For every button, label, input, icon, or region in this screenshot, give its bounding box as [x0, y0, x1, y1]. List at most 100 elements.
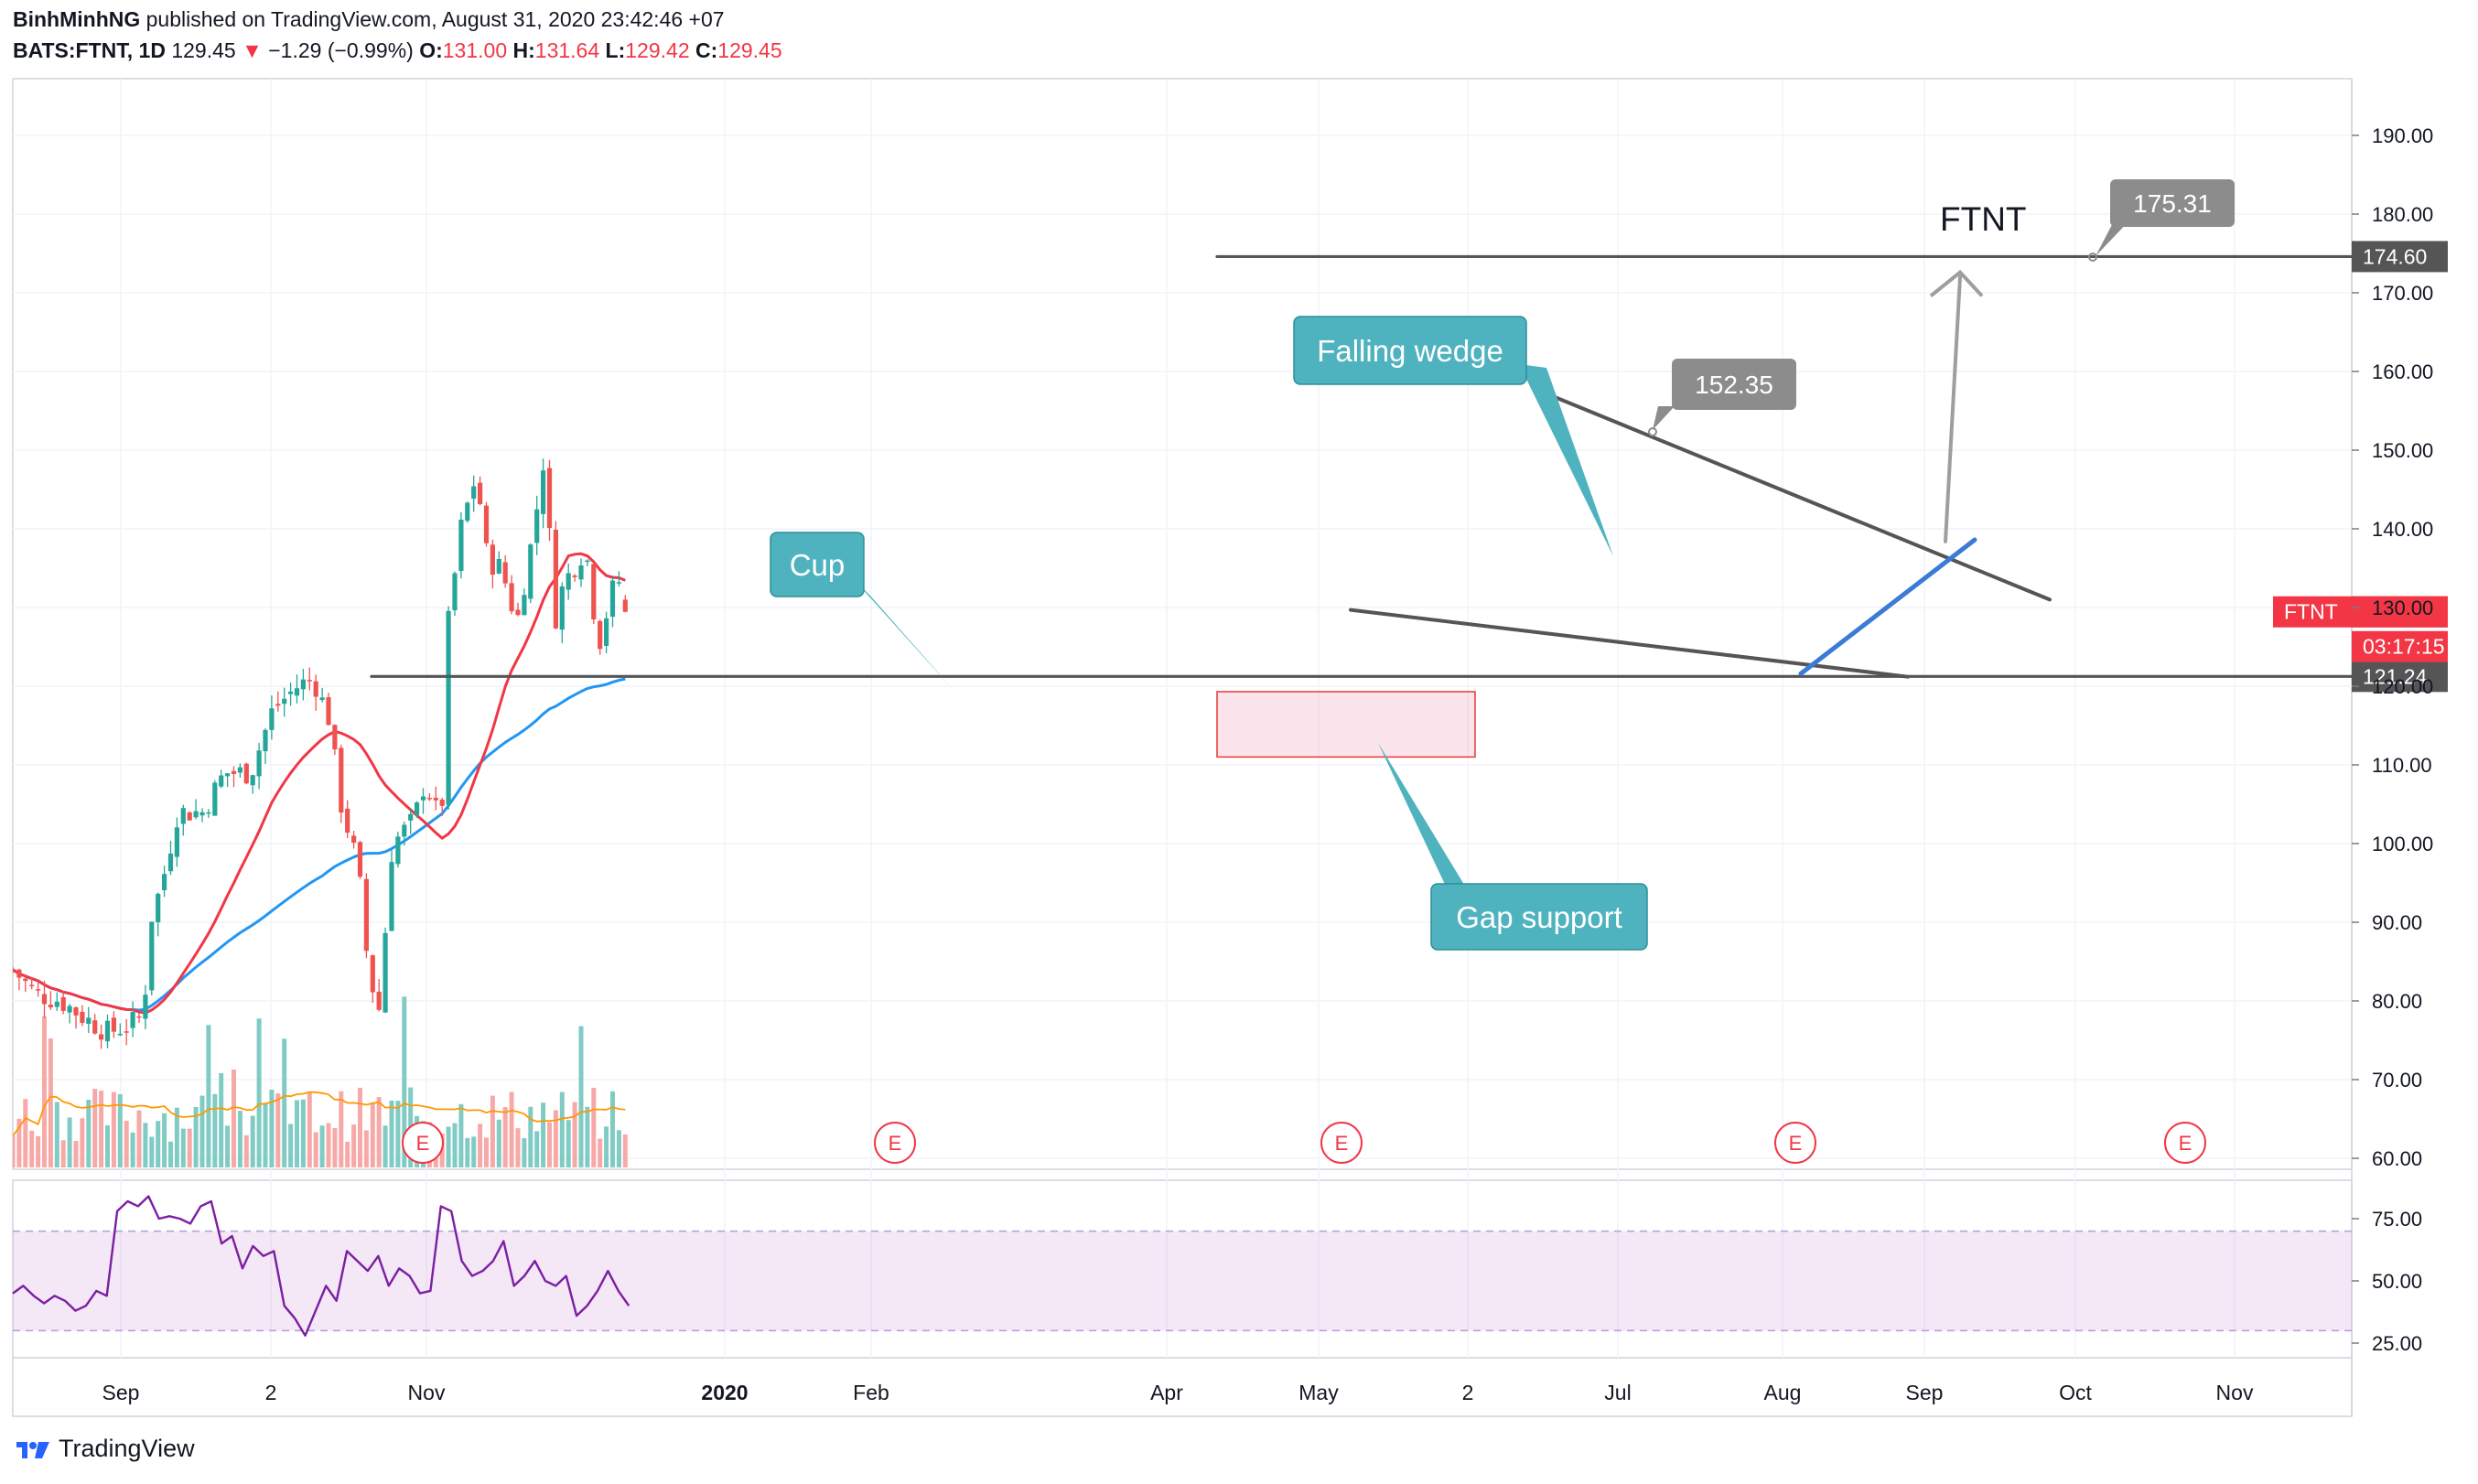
y-tick-label: 120.00 — [2372, 675, 2433, 698]
price-label-152-text: 152.35 — [1695, 371, 1773, 399]
candle-body — [389, 862, 394, 931]
volume-bar — [225, 1125, 231, 1167]
volume-bar — [616, 1130, 621, 1167]
volume-bar — [180, 1128, 186, 1167]
candle-body — [509, 583, 514, 612]
x-tick-label: 2020 — [701, 1381, 748, 1404]
cup-callout: Cup — [770, 532, 865, 597]
volume-bar — [174, 1107, 179, 1167]
volume-bar — [578, 1026, 584, 1167]
candle-body — [351, 835, 357, 844]
gap-support-callout: Gap support — [1430, 883, 1648, 951]
volume-bar — [149, 1136, 155, 1167]
candle-body — [528, 544, 533, 599]
volume-bar — [591, 1087, 597, 1167]
volume-bar — [295, 1100, 299, 1167]
candle-body — [187, 812, 192, 821]
candle-body — [522, 595, 527, 616]
candle-body — [345, 808, 350, 833]
candle-body — [515, 609, 521, 616]
earnings-marker-circle — [2164, 1122, 2206, 1164]
volume-bar — [351, 1124, 357, 1167]
candle-body — [332, 725, 338, 750]
price-label-152-bg — [1672, 359, 1796, 410]
earnings-marker-text: E — [1789, 1132, 1803, 1155]
volume-bar — [263, 1102, 268, 1167]
countdown-tag-bg — [2352, 630, 2448, 662]
volume-bar — [465, 1137, 470, 1167]
candle-body — [559, 586, 565, 630]
earnings-marker-circle — [874, 1122, 916, 1164]
uptrend-line — [1798, 537, 1977, 676]
candle-body — [609, 580, 616, 618]
volume-bar — [16, 1118, 22, 1167]
axes: 190.00 180.00 170.00 160.00 150.00 140.00 130.… — [102, 124, 2434, 1404]
volume-bar — [478, 1124, 483, 1167]
x-tick-label: Sep — [1906, 1381, 1944, 1404]
tradingview-logo-icon — [16, 1441, 49, 1458]
low-label: L: — [605, 38, 626, 62]
volume-bar — [326, 1123, 331, 1167]
candle-body — [478, 482, 483, 504]
volume-bar — [553, 1110, 558, 1167]
candle-body — [117, 1033, 123, 1036]
candle-body — [174, 827, 179, 857]
candle-body — [263, 729, 268, 752]
close-label: C: — [695, 38, 718, 62]
gap-zone — [1216, 691, 1476, 758]
earnings-marker-circle — [402, 1122, 444, 1164]
candle-body — [282, 698, 287, 704]
rsi-band — [13, 1231, 2352, 1331]
candle-body — [13, 968, 16, 971]
target-arrow-head — [1929, 269, 1984, 297]
candle-body — [193, 811, 199, 818]
candle-body — [180, 808, 186, 824]
candle-body — [465, 502, 470, 522]
symbol-interval[interactable]: BATS:FTNT, 1D — [13, 38, 166, 62]
candle-body — [243, 763, 249, 784]
volume-bar — [452, 1123, 458, 1167]
candle-body — [458, 519, 464, 572]
volume-bar — [604, 1126, 609, 1167]
last-price: 129.45 — [165, 38, 242, 62]
candle-body — [294, 688, 300, 696]
candle-body — [307, 680, 312, 682]
volume-bar — [313, 1132, 318, 1167]
candle-body — [446, 610, 451, 805]
author-name[interactable]: BinhMinhNG — [13, 7, 141, 31]
falling-wedge-callout-bg — [1293, 316, 1527, 385]
chart-panes — [12, 78, 2353, 1417]
drawings[interactable]: Cup Falling wedge Gap support 152.35 175.31 F… — [370, 179, 2448, 951]
volume-bar — [219, 1072, 224, 1167]
volume-bar — [117, 1093, 123, 1167]
y-tick-label: 180.00 — [2372, 203, 2433, 226]
candle-body — [54, 1001, 59, 1007]
candle-body — [408, 813, 414, 821]
candle-body — [622, 599, 628, 612]
label-152-pointer — [1653, 406, 1675, 430]
candle-body — [36, 989, 41, 991]
candle-body — [231, 770, 237, 774]
tradingview-logo[interactable]: TradingView — [15, 1435, 195, 1463]
gap-support-callout-text: Gap support — [1456, 900, 1622, 934]
target-arrow-shaft — [1944, 274, 1962, 543]
price-tag-174-text: 174.60 — [2363, 244, 2427, 268]
x-tick-label: May — [1298, 1381, 1339, 1404]
candle-body — [149, 921, 155, 991]
x-tick-label: Jul — [1604, 1381, 1631, 1404]
volume-bar — [307, 1092, 312, 1167]
wedge-lower-line — [1349, 608, 1910, 679]
volume-bar — [502, 1107, 508, 1167]
volume-bar — [67, 1117, 72, 1167]
candle-body — [206, 812, 211, 814]
label-175-anchor — [2088, 253, 2097, 262]
symbol-tag-text: FTNT — [2284, 600, 2338, 624]
volume-bar — [136, 1110, 142, 1167]
rsi-tick-label: 25.00 — [2372, 1332, 2422, 1355]
main-pane-border — [12, 78, 2353, 1170]
rsi-pane-border — [12, 1179, 2353, 1359]
volume-bar — [60, 1140, 66, 1167]
earnings-marker-text: E — [889, 1132, 902, 1155]
